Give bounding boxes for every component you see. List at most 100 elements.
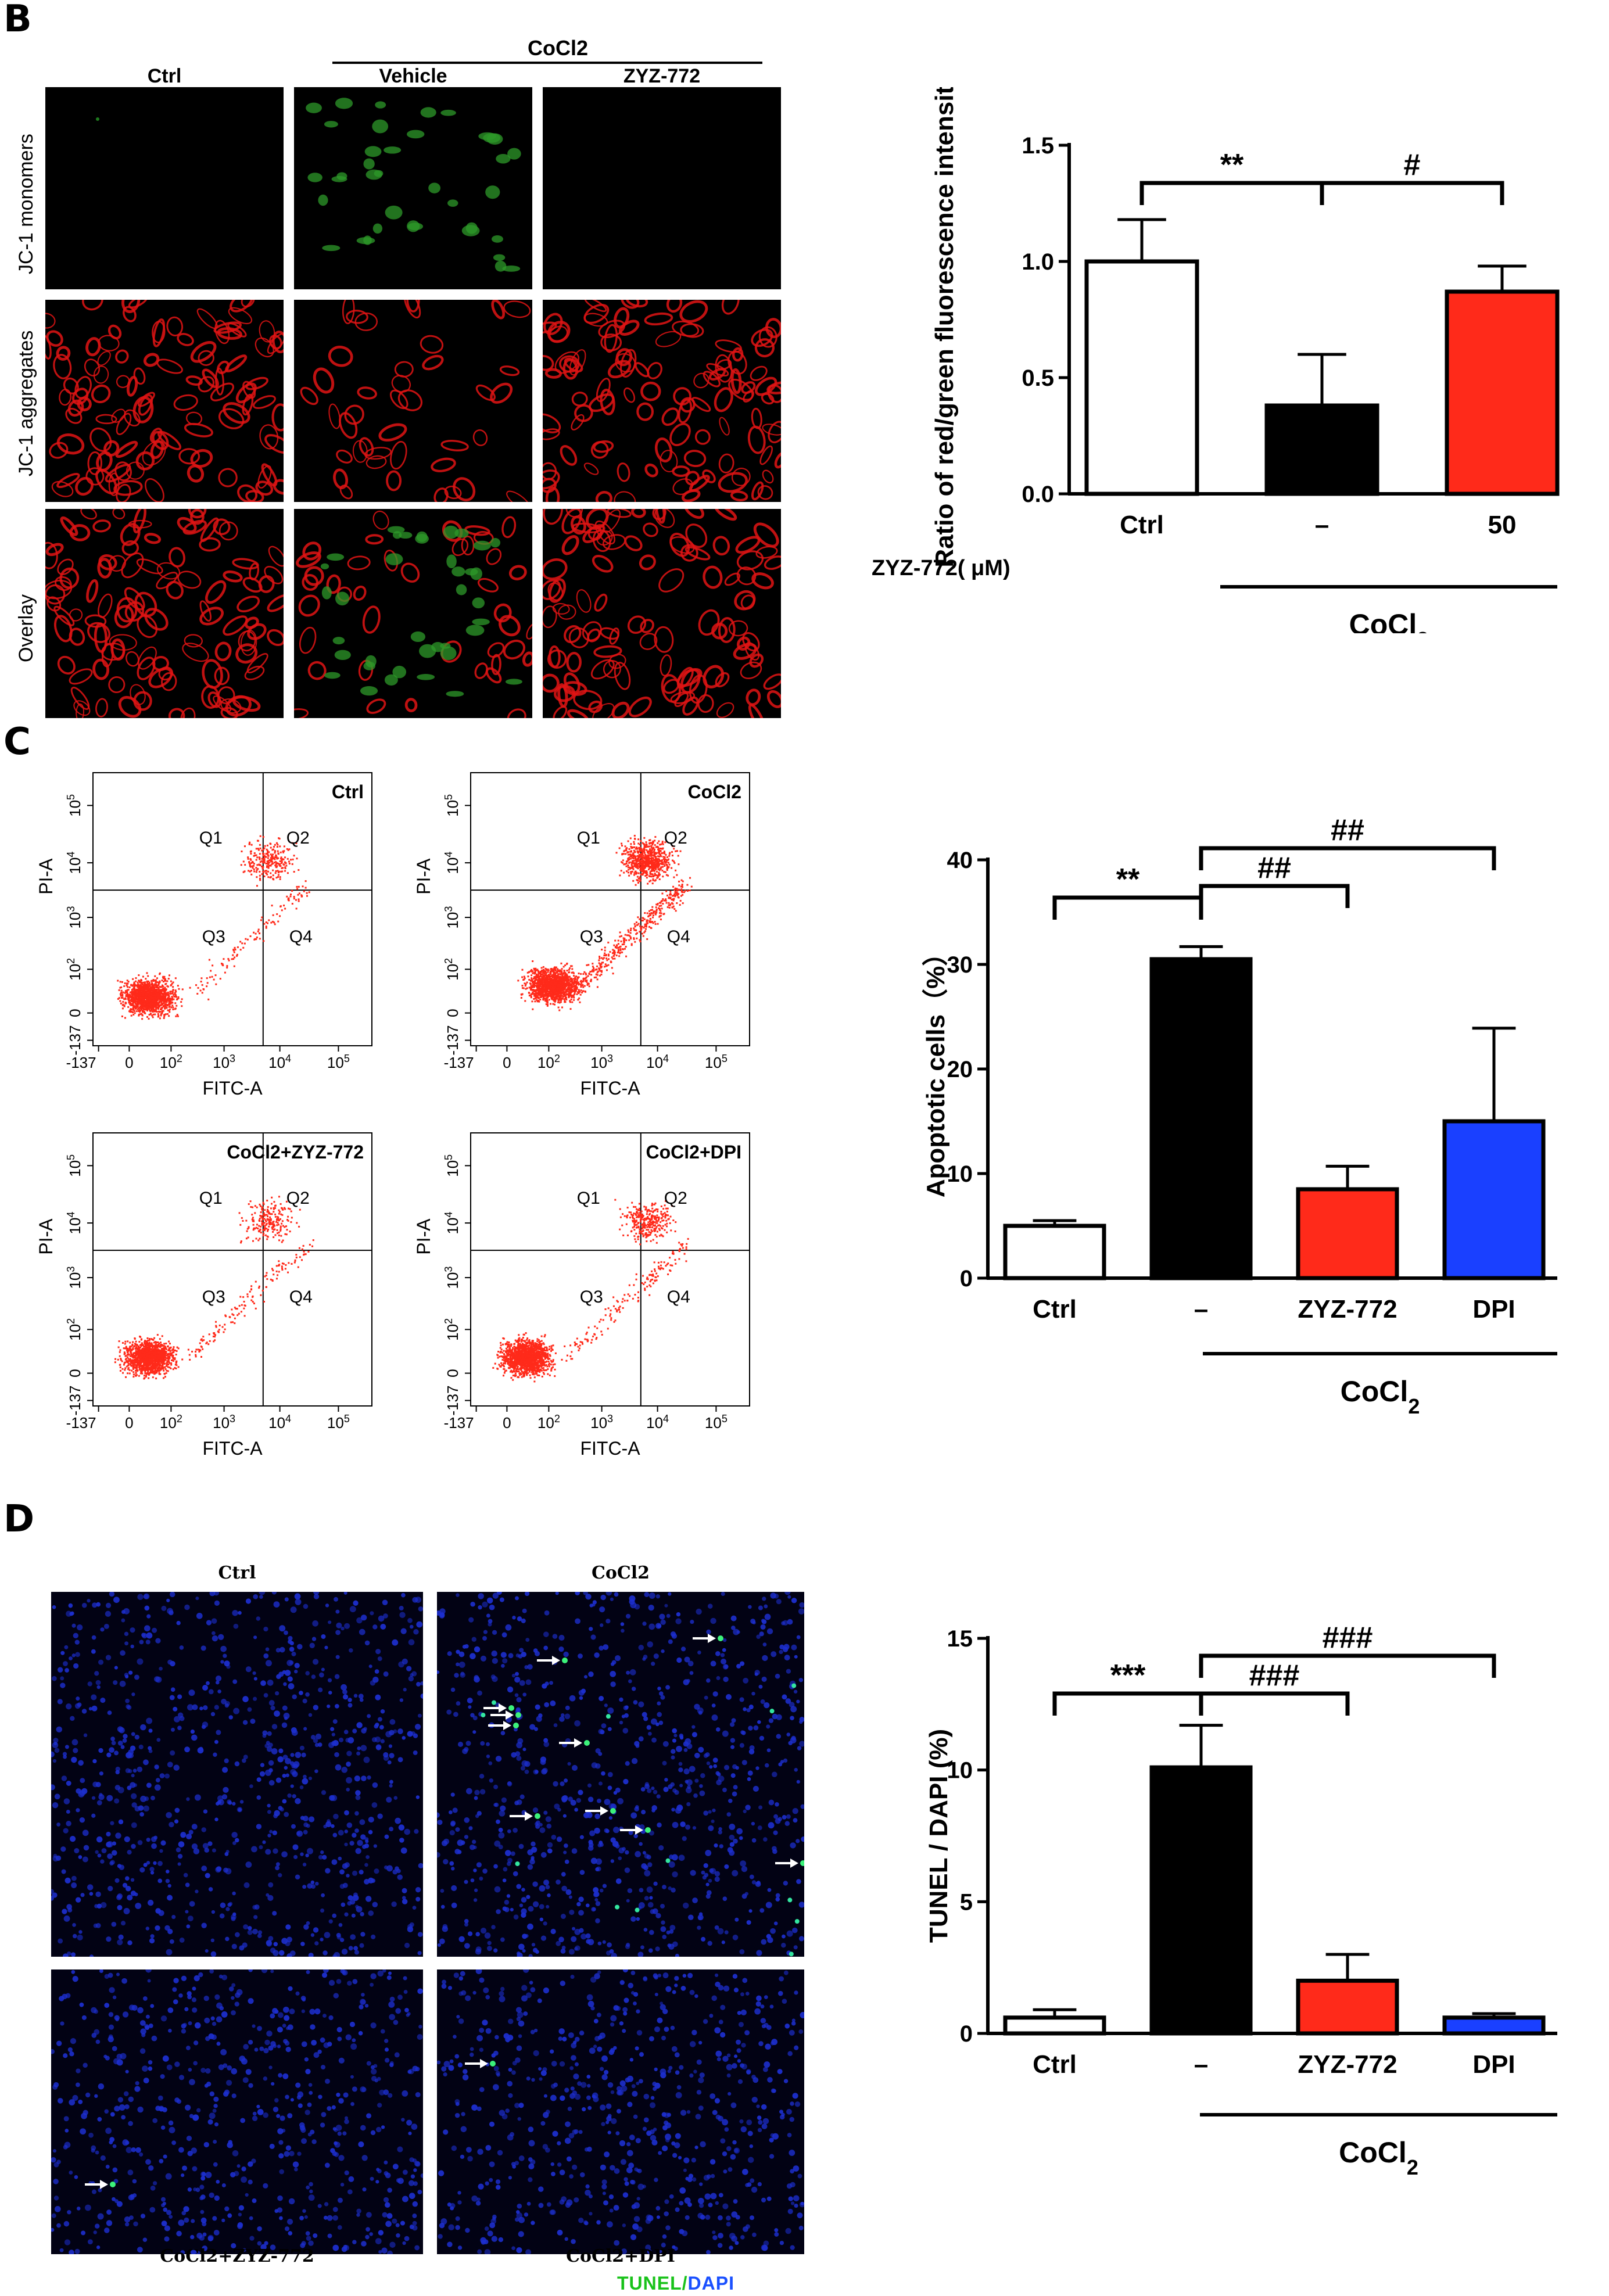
y-tick-label: 10: [947, 1161, 973, 1187]
y-tick-label: 10: [947, 1758, 973, 1784]
significance-bracket: [1139, 181, 1324, 205]
significance-label: ***: [1110, 1659, 1146, 1692]
panel-letter-d: D: [3, 1498, 35, 1541]
tunel-image-0: [51, 1592, 423, 1957]
tunel-positive-cell: [718, 1635, 723, 1641]
x-tick-label: 104: [268, 1053, 291, 1071]
row-label-aggregates: JC-1 aggregates: [15, 330, 37, 476]
col-header-vehicle: Vehicle: [379, 65, 447, 87]
y-tick-label: 104: [65, 1212, 84, 1235]
significance-label: ###: [1323, 1621, 1373, 1655]
significance-bracket: [1199, 1691, 1350, 1716]
category-label: –: [1194, 1295, 1208, 1323]
tunel-positive-cell: [481, 1713, 486, 1718]
category-label: ZYZ-772: [1298, 2050, 1397, 2079]
jc1-image-r0-c2: [543, 87, 781, 289]
significance-bracket: [1320, 181, 1504, 205]
x-tick-label: 104: [268, 1413, 291, 1432]
category-label: –: [1315, 511, 1329, 539]
arrow-marker: [483, 1703, 507, 1713]
flow-plot-title: CoCl2+ZYZ-772: [227, 1142, 364, 1163]
y-tick-label: 1.0: [1022, 249, 1054, 275]
stain-tunel: TUNEL: [617, 2273, 682, 2294]
tunel-positive-cell: [508, 1705, 514, 1711]
flow-plot-3: Q1 Q2 Q3 Q4 CoCl2+DPI -137 0 102 103 104 105 FITC-A…: [413, 1132, 750, 1459]
row-label-monomers: JC-1 monomers: [15, 134, 37, 274]
dapi-nuclei: [437, 1592, 804, 1957]
dapi-nuclei: [51, 1592, 423, 1957]
jc1-image-r1-c1: [294, 300, 532, 502]
x-tick-label: 103: [590, 1053, 613, 1071]
y-tick-label: 0: [444, 1009, 461, 1017]
tunel-positive-cell: [800, 1860, 804, 1866]
cocl2-group-line: [332, 62, 762, 64]
dapi-nuclei: [437, 1969, 804, 2254]
x-tick-label: 102: [537, 1053, 560, 1071]
tunel-image-1: [437, 1592, 804, 1957]
y-axis-label: PI-A: [413, 858, 434, 895]
tunel-positive-cell: [513, 1723, 519, 1728]
tunel-positive-cell: [794, 1919, 800, 1924]
tunel-image-2: [51, 1969, 423, 2254]
flow-plot-title: CoCl2+DPI: [646, 1142, 741, 1163]
x-tick-label: 0: [125, 1414, 133, 1432]
y-tick-label: 30: [947, 952, 973, 978]
tunel-positive-cell: [562, 1658, 568, 1663]
bar-1: [1264, 403, 1379, 496]
x-tick-label: -137: [444, 1054, 474, 1071]
y-tick-label: 104: [443, 852, 461, 874]
tunel-positive-cell: [665, 1858, 671, 1863]
bar-2: [1296, 1187, 1399, 1280]
jc1-image-r1-c2: [543, 300, 781, 502]
y-tick-label: 0: [960, 2021, 973, 2047]
category-label: Ctrl: [1033, 2050, 1077, 2079]
stain-dapi: DAPI: [687, 2273, 734, 2294]
category-label: –: [1194, 2050, 1208, 2079]
arrow-marker: [693, 1634, 716, 1643]
jc1-image-r0-c0: [45, 87, 284, 289]
quadrant-label-q2: Q2: [286, 1189, 310, 1208]
y-tick-label: 102: [443, 1318, 461, 1341]
flow-frame: [470, 772, 750, 1046]
category-label: Ctrl: [1033, 1295, 1077, 1323]
quadrant-label-q4: Q4: [289, 927, 313, 946]
flow-plot-2: Q1 Q2 Q3 Q4 CoCl2+ZYZ-772 -137 0 102 103 104 105 FI…: [35, 1132, 372, 1459]
bar-3: [1442, 1119, 1546, 1280]
bar-3: [1442, 2015, 1546, 2036]
dapi-nuclei: [51, 1969, 423, 2254]
bar-1: [1149, 957, 1253, 1280]
quadrant-label-q2: Q2: [664, 1189, 687, 1208]
arrow-marker: [510, 1811, 533, 1821]
x-tick-label: 0: [503, 1414, 511, 1432]
y-tick-label: -137: [444, 1025, 461, 1056]
bar-0: [1084, 259, 1199, 496]
flow-events: [517, 834, 693, 1011]
quadrant-label-q2: Q2: [286, 828, 310, 848]
x-tick-label: 102: [537, 1413, 560, 1432]
quadrant-label-q3: Q3: [580, 1287, 603, 1307]
x-tick-label: 103: [590, 1413, 613, 1432]
y-tick-label: 0: [66, 1369, 84, 1377]
y-tick-label: -137: [66, 1025, 84, 1056]
arrow-marker: [488, 1721, 511, 1730]
x-tick-label: 0: [503, 1054, 511, 1071]
tunel-positive-cell: [610, 1808, 616, 1814]
stain-legend: TUNEL/DAPI: [617, 2273, 734, 2294]
x-tick-label: 104: [646, 1413, 669, 1432]
y-tick-label: -137: [444, 1386, 461, 1416]
quadrant-label-q1: Q1: [199, 828, 223, 848]
tunel-positive-cell: [645, 1827, 651, 1833]
tunel-image-label-1: CoCl2: [591, 1563, 650, 1583]
tunel-image-3: [437, 1969, 804, 2254]
chart-b: 0.0 0.5 1.0 1.5 Ratio of red/green fluoresce…: [872, 87, 1560, 633]
x-tick-label: 102: [160, 1413, 182, 1432]
arrow-marker: [490, 1710, 514, 1720]
y-axis-label: PI-A: [35, 1218, 56, 1255]
quadrant-label-q2: Q2: [664, 828, 687, 848]
x-tick-label: -137: [66, 1054, 96, 1071]
y-tick-label: 102: [443, 958, 461, 981]
flow-plot-title: CoCl2: [688, 781, 741, 802]
quadrant-label-q1: Q1: [577, 828, 600, 848]
x-tick-label: -137: [444, 1414, 474, 1432]
quadrant-label-q1: Q1: [577, 1189, 600, 1208]
